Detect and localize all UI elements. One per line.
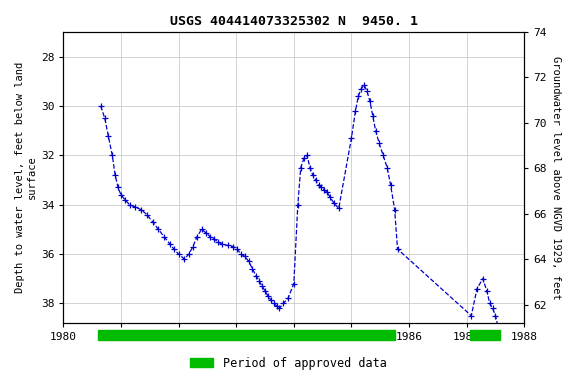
Y-axis label: Depth to water level, feet below land
surface: Depth to water level, feet below land su… [15, 62, 37, 293]
Legend: Period of approved data: Period of approved data [185, 352, 391, 374]
Bar [469, 330, 500, 340]
Y-axis label: Groundwater level above NGVD 1929, feet: Groundwater level above NGVD 1929, feet [551, 56, 561, 300]
Bar [98, 330, 395, 340]
Title: USGS 404414073325302 N  9450. 1: USGS 404414073325302 N 9450. 1 [170, 15, 418, 28]
